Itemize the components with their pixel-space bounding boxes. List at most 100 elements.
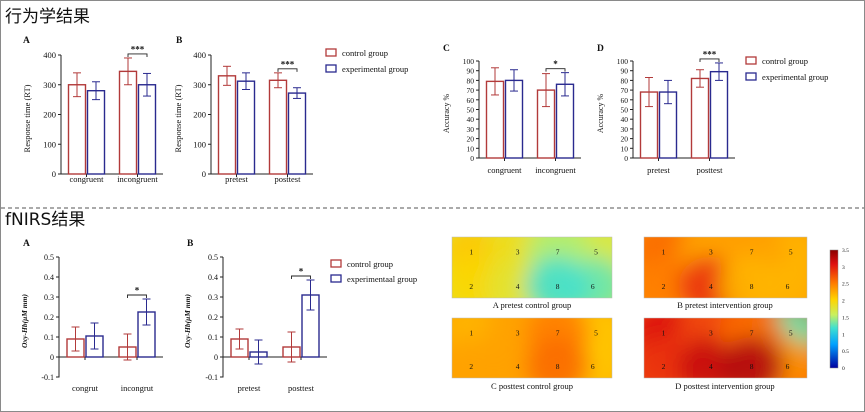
- channel-label: 1: [662, 328, 666, 337]
- y-tick-label: 100: [43, 139, 56, 149]
- heatmap-a: 1 2 3 4 5 6 7 8 A pretest control group: [439, 222, 628, 315]
- channel-label: 3: [516, 328, 520, 337]
- y-tick-label: 30: [467, 125, 475, 134]
- y-tick-label: 90: [621, 67, 629, 76]
- channel-label: 5: [789, 248, 793, 257]
- significance-marker: ***: [281, 59, 295, 69]
- channel-label: 7: [750, 328, 754, 337]
- y-tick-label: 0.4: [208, 273, 218, 282]
- chart-fB: BOxy-Hb(μM mm)-0.100.10.20.30.40.5pretes…: [183, 239, 417, 393]
- section-title-behavior: 行为学结果: [5, 7, 90, 27]
- figure-canvas: 行为学结果 fNIRS结果 AResponse time (RT)0100200…: [1, 1, 864, 411]
- channel-label: 5: [594, 248, 598, 257]
- channel-label: 2: [469, 282, 473, 291]
- colorbar-tick-label: 2.5: [842, 282, 849, 288]
- y-tick-label: 0.1: [208, 333, 218, 342]
- y-tick-label: 100: [617, 57, 629, 66]
- colorbar-tick-label: 2: [842, 299, 845, 305]
- bar-experimental: [506, 80, 523, 158]
- channel-label: 7: [556, 328, 560, 337]
- y-axis-label: Response time (RT): [22, 84, 32, 152]
- y-tick-label: 70: [621, 86, 629, 95]
- bar-control: [120, 71, 137, 174]
- legend-swatch-experimental: [331, 275, 341, 282]
- y-tick-label: 80: [621, 76, 629, 85]
- y-tick-label: 20: [621, 135, 629, 144]
- colorbar-tick-label: 3.5: [842, 248, 849, 254]
- significance-marker: ***: [703, 49, 717, 59]
- y-tick-label: 0: [202, 169, 206, 179]
- y-tick-label: -0.1: [41, 373, 54, 382]
- bar-control: [219, 76, 236, 174]
- legend-entry: control group: [762, 56, 808, 66]
- y-tick-label: -0.1: [205, 373, 218, 382]
- y-tick-label: 400: [43, 50, 56, 60]
- y-tick-label: 0.3: [44, 293, 54, 302]
- channel-label: 2: [662, 282, 666, 291]
- y-axis-label: Accuracy %: [596, 94, 605, 134]
- channel-label: 4: [709, 362, 713, 371]
- y-tick-label: 0.5: [208, 253, 218, 262]
- channel-label: 1: [662, 248, 666, 257]
- channel-label: 6: [786, 362, 790, 371]
- channel-label: 1: [469, 248, 473, 257]
- channel-label: 4: [516, 362, 520, 371]
- y-tick-label: 80: [467, 76, 475, 85]
- panel-label: C: [443, 44, 450, 54]
- significance-marker: ***: [131, 44, 145, 54]
- channel-label: 6: [591, 362, 595, 371]
- heatmap-layer: 12345678A pretest control group12345678B…: [439, 222, 849, 394]
- panel-label: A: [23, 239, 30, 249]
- bar-control: [270, 80, 287, 174]
- x-tick-label: pretest: [238, 383, 261, 393]
- channel-label: 2: [662, 362, 666, 371]
- y-tick-label: 0.2: [44, 313, 54, 322]
- x-tick-label: congruent: [70, 174, 105, 184]
- figure-page: 行为学结果 fNIRS结果 A Response time (RT) 0 100 200…: [0, 0, 865, 412]
- channel-label: 3: [516, 248, 520, 257]
- colorbar-tick-label: 0.5: [842, 349, 849, 355]
- legend-entry: control group: [342, 48, 388, 58]
- bar-experimental: [289, 93, 306, 174]
- x-tick-label: incongrut: [121, 383, 154, 393]
- x-tick-label: pretest: [225, 174, 248, 184]
- significance-marker: *: [299, 267, 304, 277]
- y-tick-label: 60: [621, 96, 629, 105]
- y-tick-label: 0: [50, 353, 54, 362]
- y-tick-label: 40: [621, 115, 629, 124]
- x-tick-label: posttest: [288, 383, 315, 393]
- significance-marker: *: [553, 59, 558, 69]
- legend-swatch-control: [326, 49, 336, 56]
- y-tick-label: 100: [193, 139, 206, 149]
- y-tick-label: 70: [467, 86, 475, 95]
- y-tick-label: 0.5: [44, 253, 54, 262]
- y-tick-label: 90: [467, 67, 475, 76]
- channel-label: 6: [786, 282, 790, 291]
- bar-experimental: [139, 85, 156, 174]
- colorbar: 3.5 3 2.5 2 1.5 1 0.5 0: [830, 248, 849, 372]
- y-tick-label: 0: [214, 353, 218, 362]
- chart-fA: AOxy-Hb(μM mm)-0.100.10.20.30.40.5congru…: [20, 239, 163, 393]
- heatmap-c: 1 2 3 4 5 6 7 8 C posttest control group: [439, 304, 628, 395]
- heatmap-caption: A pretest control group: [493, 300, 572, 310]
- chart-behB: BResponse time (RT)0100200300400pretest p…: [173, 36, 408, 184]
- y-tick-label: 0.4: [44, 273, 54, 282]
- legend-entry: experimental group: [342, 64, 408, 74]
- y-axis-label: Oxy-Hb(μM mm): [183, 294, 192, 348]
- y-tick-label: 0: [470, 154, 474, 163]
- y-tick-label: 400: [193, 50, 206, 60]
- significance-marker: *: [135, 286, 140, 296]
- y-axis-label: Accuracy %: [442, 94, 451, 134]
- y-tick-label: 50: [621, 106, 629, 115]
- legend-entry: control group: [347, 259, 393, 269]
- bar-control: [69, 85, 86, 174]
- y-tick-label: 0: [624, 154, 628, 163]
- chart-behD: DAccuracy %0102030405060708090100pretest…: [596, 44, 828, 175]
- colorbar-tick-label: 1: [842, 332, 845, 338]
- heatmap-d: 12345678D posttest intervention group: [631, 304, 823, 395]
- panel-label: A: [23, 36, 30, 46]
- colorbar-tick-label: 1.5: [842, 315, 849, 321]
- x-tick-label: pretest: [647, 165, 670, 175]
- colorbar-tick-label: 0: [842, 366, 845, 372]
- legend-entry: experimentaal group: [347, 274, 417, 284]
